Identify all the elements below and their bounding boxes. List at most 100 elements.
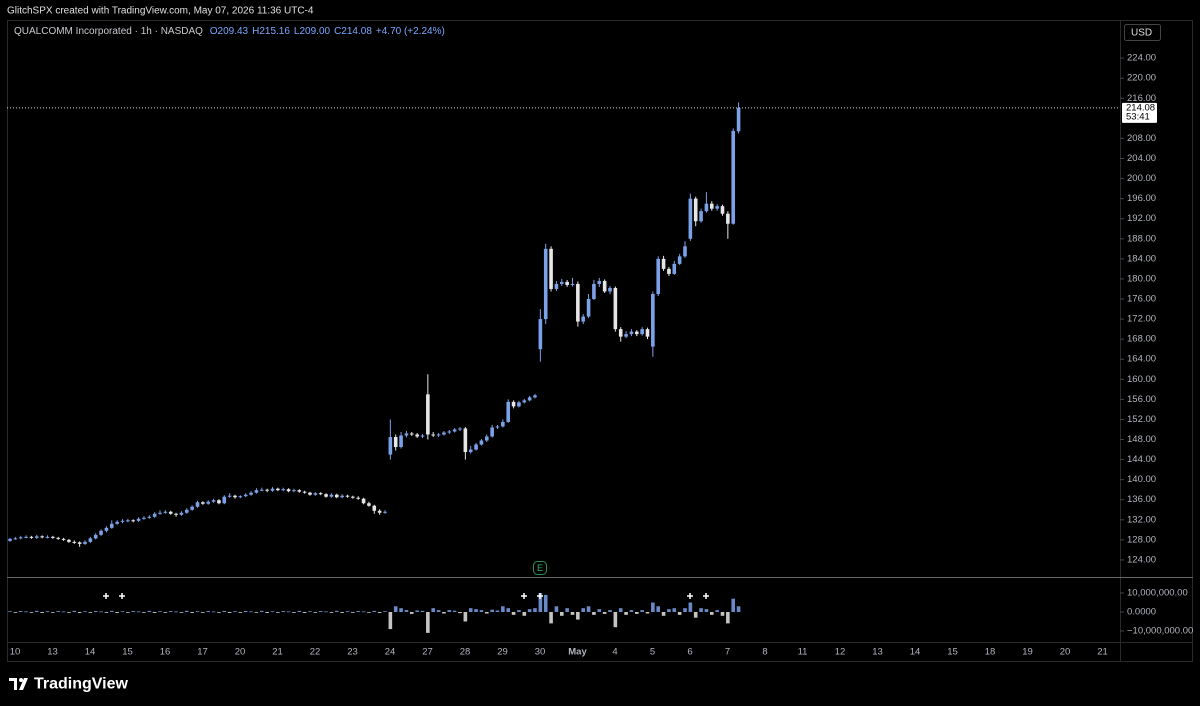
x-tick-label: 18: [985, 647, 996, 658]
y-tick-label: 176.00: [1127, 294, 1156, 305]
candle-body: [720, 206, 725, 214]
x-tick-label: 28: [460, 647, 471, 658]
last-price-box: [1122, 102, 1157, 123]
y-tick-label: 188.00: [1127, 233, 1156, 244]
x-tick-label: 13: [47, 647, 58, 658]
volume-bar: [281, 611, 286, 612]
candle-body: [195, 502, 200, 507]
volume-bar: [549, 611, 553, 624]
candle-body: [672, 263, 677, 274]
volume-bar: [506, 608, 511, 612]
symbol: QUALCOMM Incorporated · 1h · NASDAQ: [14, 26, 203, 37]
volume-bar: [608, 610, 612, 612]
volume-bar: [458, 611, 462, 614]
y-tick-label: 172.00: [1127, 314, 1156, 325]
candle-body: [608, 287, 612, 292]
volume-bar: [651, 602, 655, 612]
volume-bar: [565, 608, 569, 612]
x-tick-label: May: [568, 647, 587, 658]
y-tick-label: 192.00: [1127, 213, 1156, 224]
x-tick-label: 15: [122, 647, 133, 658]
x-tick-label: 19: [1022, 647, 1033, 658]
volume-bar: [56, 611, 61, 612]
volume-bar: [276, 611, 280, 613]
candle-body: [383, 511, 387, 513]
candle-body: [233, 495, 237, 498]
candle-body: [29, 536, 34, 538]
candle-body: [56, 537, 61, 539]
x-tick-label: 8: [762, 647, 767, 658]
volume-bar: [527, 609, 532, 612]
candle-body: [715, 206, 719, 209]
y-tick-label: 148.00: [1127, 434, 1156, 445]
y-tick-label: 132.00: [1127, 514, 1156, 525]
candle-body: [88, 538, 93, 542]
candle-body: [458, 428, 462, 430]
legend-value: +4.70 (+2.24%): [376, 26, 445, 37]
y-tick-label: 216.00: [1127, 93, 1156, 104]
volume-bar: [99, 611, 103, 613]
volume-bar: [222, 610, 227, 612]
candle-body: [570, 283, 575, 285]
candle-body: [645, 329, 650, 337]
volume-bar: [131, 611, 136, 612]
volume-bar: [40, 611, 44, 613]
earnings-label: E: [537, 563, 543, 573]
signal-markers: [103, 593, 709, 599]
legend-value: C214.08: [334, 26, 372, 37]
volume-bar: [174, 611, 178, 613]
volume-bar: [115, 611, 119, 613]
volume-bar: [18, 611, 23, 612]
volume-bar: [399, 608, 403, 612]
candle-body: [699, 211, 703, 222]
volume-bar: [677, 611, 682, 615]
candle-body: [313, 493, 318, 495]
candle-body: [361, 498, 366, 504]
volume-bar: [586, 606, 591, 612]
volume-bar: [409, 611, 414, 614]
volume-bar: [495, 610, 500, 612]
volume-bar: [383, 611, 387, 613]
volume-bar: [249, 611, 253, 613]
candle-body: [211, 500, 216, 502]
x-tick-label: 7: [725, 647, 730, 658]
volume-bar: [667, 609, 671, 612]
x-tick-label: 10: [10, 647, 21, 658]
volume-tick-label: 0.0000: [1127, 607, 1156, 618]
volume-bar: [367, 611, 371, 613]
legend-value: H215.16: [252, 26, 290, 37]
candle-body: [356, 497, 361, 499]
x-tick-label: 20: [235, 647, 246, 658]
volume-bar: [109, 610, 114, 612]
candle-body: [367, 503, 371, 506]
volume-bar: [602, 611, 607, 614]
candle-body: [667, 268, 671, 274]
candle-body: [709, 203, 714, 209]
volume-bar: [656, 606, 661, 612]
volume-bar: [715, 610, 719, 612]
candle-body: [731, 130, 736, 224]
volume-bar: [351, 611, 355, 613]
candle-body: [661, 258, 666, 269]
volume-bar: [158, 611, 162, 613]
candle-body: [543, 248, 548, 320]
volume-bar: [345, 611, 350, 613]
candle-body: [351, 496, 355, 498]
earnings-badge[interactable]: [533, 561, 547, 575]
brand-name: TradingView: [34, 676, 129, 693]
volume-bar: [624, 611, 628, 615]
currency-box[interactable]: [1124, 24, 1161, 41]
y-tick-label: 208.00: [1127, 133, 1156, 144]
volume-bar: [168, 611, 173, 612]
y-tick-label: 196.00: [1127, 193, 1156, 204]
candle-body: [436, 434, 441, 436]
volume-bar: [709, 611, 714, 615]
volume-bar: [179, 611, 184, 613]
candle-body: [463, 428, 468, 453]
y-tick-label: 184.00: [1127, 253, 1156, 264]
volume-bar: [618, 608, 623, 612]
candle-body: [565, 281, 569, 285]
candle-body: [340, 495, 344, 498]
candle-body: [136, 518, 141, 521]
symbol-legend: QUALCOMM Incorporated · 1h · NASDAQ O209…: [14, 26, 445, 37]
